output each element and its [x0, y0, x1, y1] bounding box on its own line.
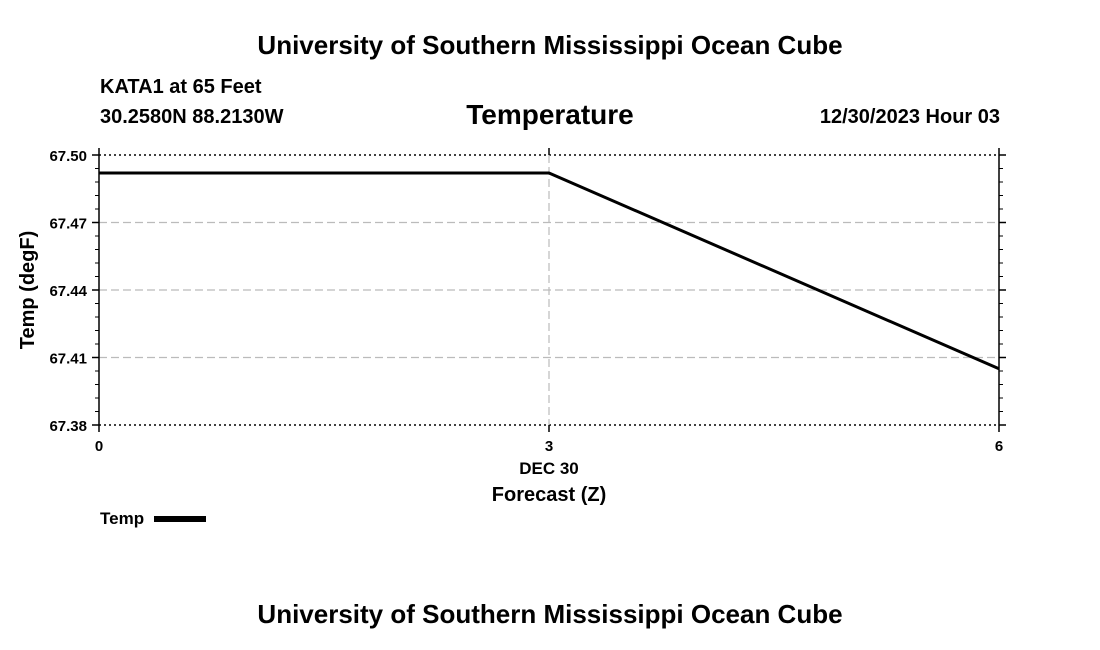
axis-labels: 67.38 67.41 67.44 67.47 67.50 0 3 6 DEC 30 Foreca…	[17, 148, 1003, 506]
station-label: KATA1 at 65 Feet	[100, 76, 262, 98]
y-tick-label: 67.41	[49, 351, 87, 368]
y-tick-label: 67.50	[49, 148, 87, 165]
x-axis-date-label: DEC 30	[519, 459, 579, 478]
x-tick-label: 0	[95, 438, 103, 455]
y-tick-label: 67.44	[49, 283, 87, 300]
legend: Temp	[100, 509, 207, 529]
series-line-temp	[99, 171, 1000, 371]
chart-title: Temperature	[466, 99, 634, 130]
x-axis-label: Forecast (Z)	[492, 484, 606, 506]
datetime-label: 12/30/2023 Hour 03	[819, 106, 1000, 128]
legend-label-temp: Temp	[100, 509, 145, 528]
axes	[92, 148, 1006, 432]
x-tick-label: 3	[545, 438, 553, 455]
legend-swatch-temp	[154, 516, 207, 522]
y-tick-label: 67.47	[49, 216, 87, 233]
series-layer	[99, 171, 1000, 371]
y-axis-label: Temp (degF)	[17, 231, 39, 350]
footer-title: University of Southern Mississippi Ocean…	[257, 599, 843, 629]
page-title: University of Southern Mississippi Ocean…	[257, 30, 843, 60]
coordinates-label: 30.2580N 88.2130W	[100, 106, 284, 128]
grid	[99, 154, 999, 426]
x-tick-label: 6	[995, 438, 1003, 455]
y-tick-label: 67.38	[49, 418, 87, 435]
